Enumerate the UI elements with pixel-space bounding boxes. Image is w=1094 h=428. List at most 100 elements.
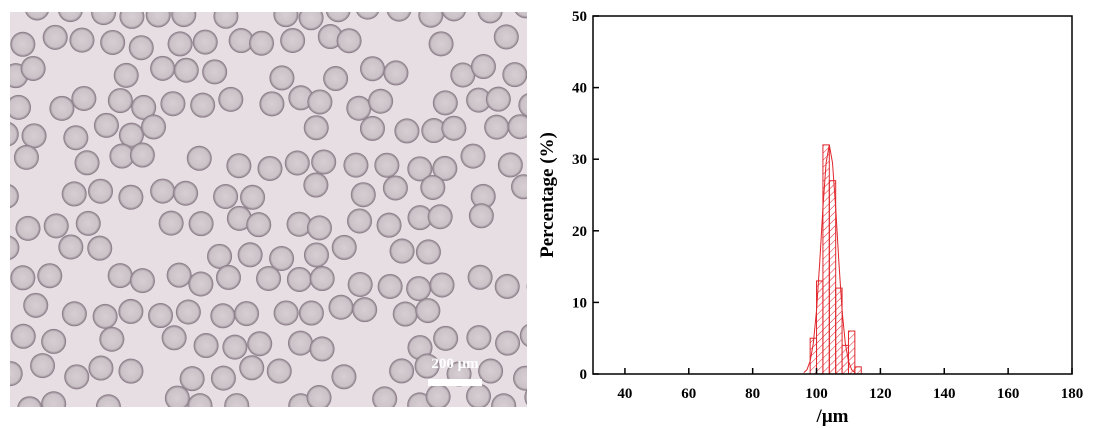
droplet xyxy=(74,150,100,176)
droplet xyxy=(429,272,455,298)
droplet xyxy=(49,95,75,121)
droplet xyxy=(21,123,47,149)
droplet xyxy=(187,393,213,407)
droplet xyxy=(171,12,197,28)
x-tick-label: 40 xyxy=(617,386,632,402)
droplet xyxy=(222,334,248,360)
droplet xyxy=(58,12,83,23)
droplet xyxy=(389,238,415,264)
x-tick-label: 80 xyxy=(745,386,760,402)
droplet xyxy=(269,246,295,272)
droplet xyxy=(376,212,402,238)
droplet xyxy=(145,12,171,28)
droplet xyxy=(118,358,144,384)
droplet xyxy=(350,182,376,208)
droplet xyxy=(323,66,349,92)
droplet xyxy=(20,55,46,81)
droplet xyxy=(113,62,139,88)
droplet xyxy=(91,12,117,26)
droplet xyxy=(213,184,239,210)
droplet xyxy=(15,215,41,241)
droplet xyxy=(280,27,306,53)
droplet xyxy=(158,210,184,236)
droplet xyxy=(425,384,451,407)
droplet xyxy=(109,143,135,169)
droplet xyxy=(495,330,521,356)
droplet xyxy=(420,174,446,200)
y-tick-label: 40 xyxy=(572,81,587,97)
droplet xyxy=(61,181,87,207)
droplet xyxy=(37,263,63,289)
droplet xyxy=(331,234,357,260)
x-tick-label: 160 xyxy=(997,386,1020,402)
droplet xyxy=(317,24,343,50)
droplet xyxy=(107,88,133,114)
droplet xyxy=(418,12,444,28)
droplet xyxy=(87,235,113,261)
droplet xyxy=(298,300,324,326)
droplet xyxy=(432,155,458,181)
droplet xyxy=(215,264,241,290)
droplet xyxy=(234,301,260,327)
droplet xyxy=(190,92,216,118)
droplet xyxy=(286,211,312,237)
droplet xyxy=(148,303,174,329)
y-tick-label: 30 xyxy=(572,152,587,168)
droplet xyxy=(303,172,329,198)
droplet xyxy=(491,393,517,407)
bar xyxy=(841,344,849,375)
droplet xyxy=(343,152,369,178)
droplet xyxy=(347,271,373,297)
droplet xyxy=(331,364,357,390)
droplet xyxy=(10,265,36,291)
x-tick-label: 60 xyxy=(681,386,696,402)
bar xyxy=(828,180,837,375)
droplet xyxy=(415,239,441,265)
droplet xyxy=(514,12,527,19)
droplet xyxy=(415,298,441,324)
y-axis-label: Percentage (%) xyxy=(537,132,558,258)
droplet xyxy=(518,93,527,118)
droplet xyxy=(309,266,335,292)
droplet xyxy=(43,213,69,239)
droplet xyxy=(325,12,351,23)
droplet xyxy=(377,273,403,299)
droplet xyxy=(246,212,272,238)
y-tick-label: 10 xyxy=(572,295,587,311)
droplet xyxy=(328,294,354,320)
droplet xyxy=(150,178,176,204)
droplet xyxy=(10,122,19,147)
droplet xyxy=(256,265,282,291)
droplet xyxy=(93,112,119,138)
droplet xyxy=(478,358,504,384)
droplet xyxy=(100,29,126,55)
droplet xyxy=(306,215,332,241)
droplet xyxy=(10,361,23,387)
x-axis-label: /μm xyxy=(816,406,849,427)
droplet xyxy=(41,391,67,407)
y-tick-label: 0 xyxy=(580,367,588,383)
droplet xyxy=(303,242,329,268)
droplet xyxy=(75,210,101,236)
droplet xyxy=(10,94,32,120)
droplet xyxy=(493,24,519,50)
droplet xyxy=(41,328,67,354)
droplet xyxy=(524,389,527,405)
droplet xyxy=(460,143,486,169)
droplet xyxy=(466,325,492,351)
bar xyxy=(847,330,856,375)
plot-frame xyxy=(592,15,1073,375)
droplet xyxy=(433,325,459,351)
droplet xyxy=(450,62,476,88)
droplet xyxy=(346,95,372,121)
droplet xyxy=(30,353,56,379)
droplet xyxy=(95,394,121,407)
droplet xyxy=(383,60,409,86)
droplet xyxy=(13,144,39,170)
droplet xyxy=(466,87,492,113)
droplet xyxy=(17,396,43,407)
x-tick-label: 100 xyxy=(805,386,828,402)
droplet xyxy=(188,271,214,297)
droplet xyxy=(42,24,68,50)
